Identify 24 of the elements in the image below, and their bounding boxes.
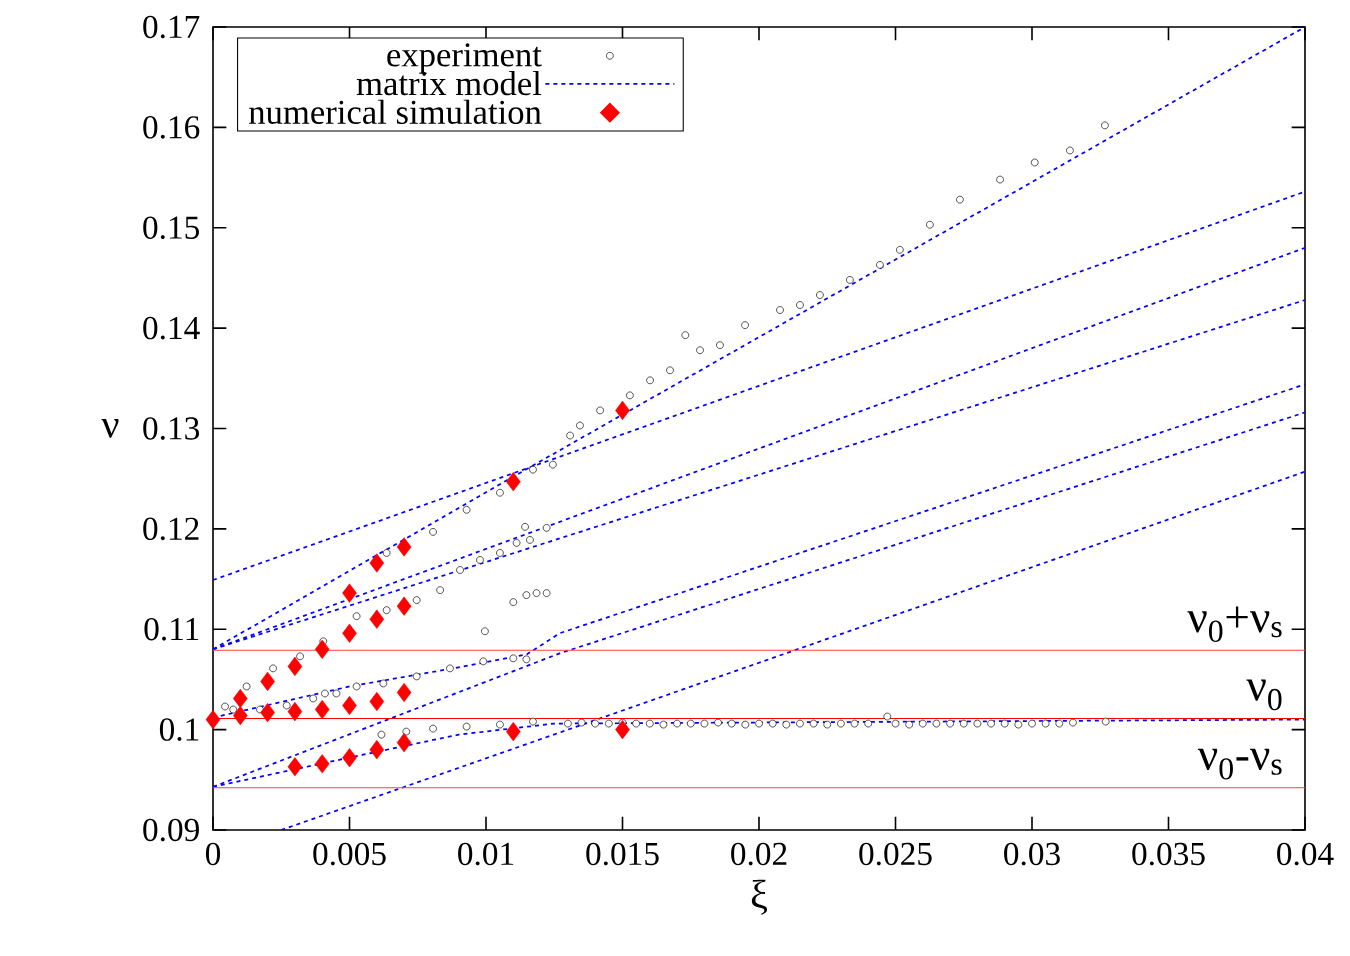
y-tick-label: 0.11 xyxy=(144,617,199,641)
x-tick-label: 0.015 xyxy=(586,842,659,866)
y-tick-label: 0.15 xyxy=(143,216,199,240)
legend-label: numerical simulation xyxy=(249,99,542,125)
x-tick-label: 0.03 xyxy=(1004,842,1060,866)
ref-line-label: ν$_{0}$+ν$_{s}$ xyxy=(1187,606,1282,643)
y-tick-label: 0.12 xyxy=(143,517,199,541)
x-tick-label: 0 xyxy=(205,842,221,866)
x-tick-label: 0.04 xyxy=(1277,842,1334,866)
x-axis-title: ξ xyxy=(751,879,768,915)
y-tick-label: 0.16 xyxy=(143,116,200,139)
y-tick-label: 0.09 xyxy=(143,818,199,842)
x-tick-label: 0.035 xyxy=(1132,842,1205,866)
y-tick-label: 0.13 xyxy=(143,417,199,440)
y-axis-title: ν xyxy=(101,419,119,438)
ref-line-label: ν$_{0}$-ν$_{s}$ xyxy=(1197,748,1282,780)
x-tick-label: 0.025 xyxy=(859,842,932,866)
x-tick-label: 0.01 xyxy=(458,842,514,866)
x-tick-label: 0.005 xyxy=(313,842,386,866)
y-tick-label: 0.17 xyxy=(143,15,200,39)
x-tick-label: 0.02 xyxy=(731,842,787,866)
ref-line-label: ν$_{0}$ xyxy=(1246,679,1282,711)
y-tick-label: 0.14 xyxy=(143,316,200,340)
y-tick-label: 0.1 xyxy=(159,718,199,741)
